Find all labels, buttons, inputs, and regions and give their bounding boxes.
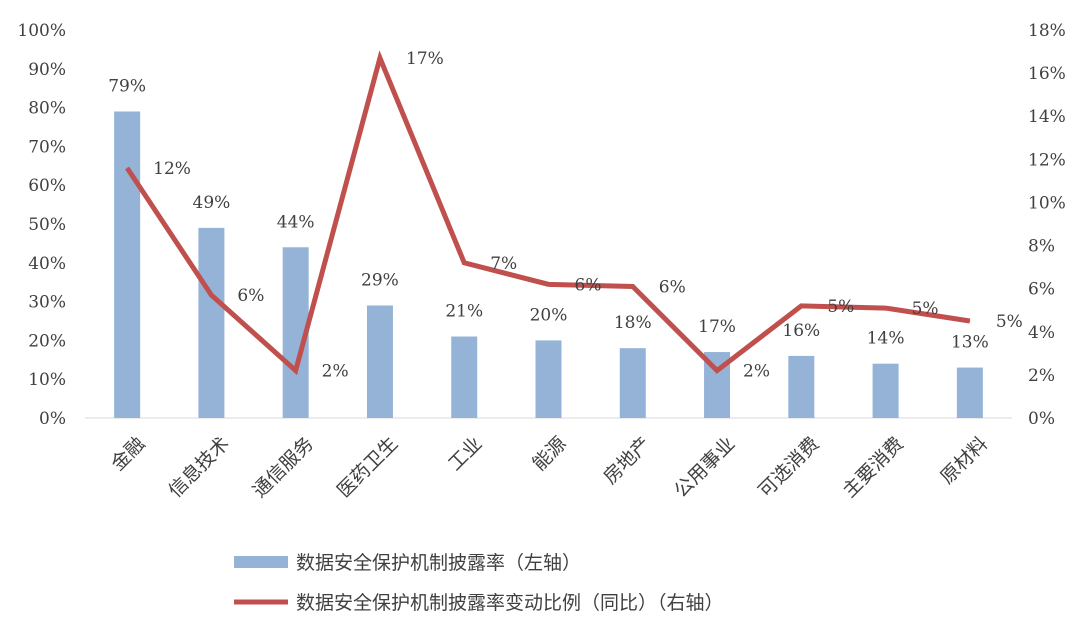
line-value-label: 12% bbox=[153, 159, 191, 179]
line-value-label: 6% bbox=[237, 286, 264, 306]
right-tick-label: 12% bbox=[1028, 150, 1066, 170]
line-point bbox=[295, 370, 297, 372]
category-label: 信息技术 bbox=[164, 433, 233, 502]
line-data-labels: 12% 6% 2% 17% 7% 6% 6% 2% 5% 5% 5% bbox=[153, 49, 1023, 382]
right-tick-label: 4% bbox=[1028, 323, 1055, 343]
bar bbox=[872, 363, 899, 418]
line-point bbox=[126, 167, 128, 169]
line-value-label: 7% bbox=[490, 254, 517, 274]
line-point bbox=[969, 320, 971, 322]
line-point bbox=[716, 370, 718, 372]
legend-label-line: 数据安全保护机制披露率变动比例（同比）（右轴） bbox=[296, 592, 724, 614]
line-point bbox=[548, 283, 549, 285]
line-point bbox=[379, 57, 381, 59]
left-tick-label: 0% bbox=[39, 409, 66, 429]
left-tick-label: 100% bbox=[17, 21, 66, 41]
bar bbox=[366, 305, 393, 418]
legend: 数据安全保护机制披露率（左轴） 数据安全保护机制披露率变动比例（同比）（右轴） bbox=[234, 552, 724, 614]
legend-label-bar: 数据安全保护机制披露率（左轴） bbox=[296, 552, 581, 574]
right-tick-label: 10% bbox=[1028, 193, 1066, 213]
category-label: 原材料 bbox=[936, 433, 992, 489]
bar bbox=[114, 111, 141, 418]
category-label: 主要消费 bbox=[839, 433, 908, 502]
category-label: 医药卫生 bbox=[333, 433, 402, 502]
category-labels: 金融 信息技术 通信服务 医药卫生 工业 能源 房地产 公用事业 可选消费 主要消费 原材料 bbox=[107, 433, 992, 502]
bar-value-label: 79% bbox=[108, 76, 146, 96]
right-tick-label: 0% bbox=[1028, 409, 1055, 429]
left-tick-label: 30% bbox=[28, 293, 66, 313]
category-label: 公用事业 bbox=[670, 433, 739, 502]
line-point bbox=[885, 307, 887, 309]
line-point bbox=[463, 262, 465, 264]
bar-value-label: 20% bbox=[530, 305, 568, 325]
line-value-label: 2% bbox=[743, 362, 770, 382]
right-tick-label: 16% bbox=[1028, 64, 1066, 84]
left-tick-label: 90% bbox=[28, 60, 66, 80]
category-label: 金融 bbox=[107, 433, 149, 475]
bar bbox=[451, 336, 478, 418]
category-label: 工业 bbox=[444, 433, 486, 475]
left-tick-label: 40% bbox=[28, 254, 66, 274]
category-label: 通信服务 bbox=[249, 433, 318, 502]
line-value-label: 6% bbox=[659, 278, 686, 298]
bar bbox=[956, 367, 983, 418]
line-value-label: 2% bbox=[322, 362, 349, 382]
left-tick-label: 70% bbox=[28, 137, 66, 157]
line-value-label: 17% bbox=[406, 49, 444, 69]
left-tick-label: 10% bbox=[28, 370, 66, 390]
category-label: 能源 bbox=[528, 433, 570, 475]
bar-value-label: 14% bbox=[867, 329, 905, 349]
bar-series bbox=[114, 111, 983, 418]
bar bbox=[619, 348, 646, 418]
left-tick-label: 20% bbox=[28, 331, 66, 351]
right-tick-label: 18% bbox=[1028, 21, 1066, 41]
line-point bbox=[210, 294, 212, 296]
bar-value-label: 18% bbox=[614, 313, 652, 333]
bar bbox=[535, 340, 562, 418]
legend-swatch-bar bbox=[234, 556, 288, 568]
line-value-label: 5% bbox=[827, 297, 854, 317]
bar-value-label: 29% bbox=[361, 270, 399, 290]
right-tick-label: 14% bbox=[1028, 107, 1066, 127]
bar-value-label: 13% bbox=[951, 333, 989, 353]
line-value-label: 5% bbox=[996, 312, 1023, 332]
line-point bbox=[632, 286, 634, 288]
line-value-label: 6% bbox=[575, 275, 602, 295]
left-tick-label: 80% bbox=[28, 99, 66, 119]
right-tick-label: 8% bbox=[1028, 237, 1055, 257]
bar-value-label: 16% bbox=[782, 321, 820, 341]
category-label: 房地产 bbox=[599, 433, 655, 489]
bar-value-label: 49% bbox=[193, 193, 231, 213]
category-label: 可选消费 bbox=[754, 433, 823, 502]
line-point bbox=[800, 305, 802, 307]
left-tick-label: 50% bbox=[28, 215, 66, 235]
bar-data-labels: 79% 49% 44% 29% 21% 20% 18% 17% 16% 14% 13% bbox=[108, 76, 989, 352]
left-axis-ticks: 0% 10% 20% 30% 40% 50% 60% 70% 80% 90% 100% bbox=[17, 21, 66, 429]
left-tick-label: 60% bbox=[28, 176, 66, 196]
bar-value-label: 44% bbox=[277, 212, 315, 232]
bar-value-label: 21% bbox=[445, 302, 483, 322]
right-tick-label: 6% bbox=[1028, 280, 1055, 300]
bar bbox=[198, 227, 225, 418]
line-value-label: 5% bbox=[912, 299, 939, 319]
right-axis-ticks: 0% 2% 4% 6% 8% 10% 12% 14% 16% 18% bbox=[1028, 21, 1066, 429]
line-series bbox=[125, 50, 971, 376]
right-tick-label: 2% bbox=[1028, 366, 1055, 386]
bar bbox=[788, 355, 815, 418]
bar-value-label: 17% bbox=[698, 317, 736, 337]
